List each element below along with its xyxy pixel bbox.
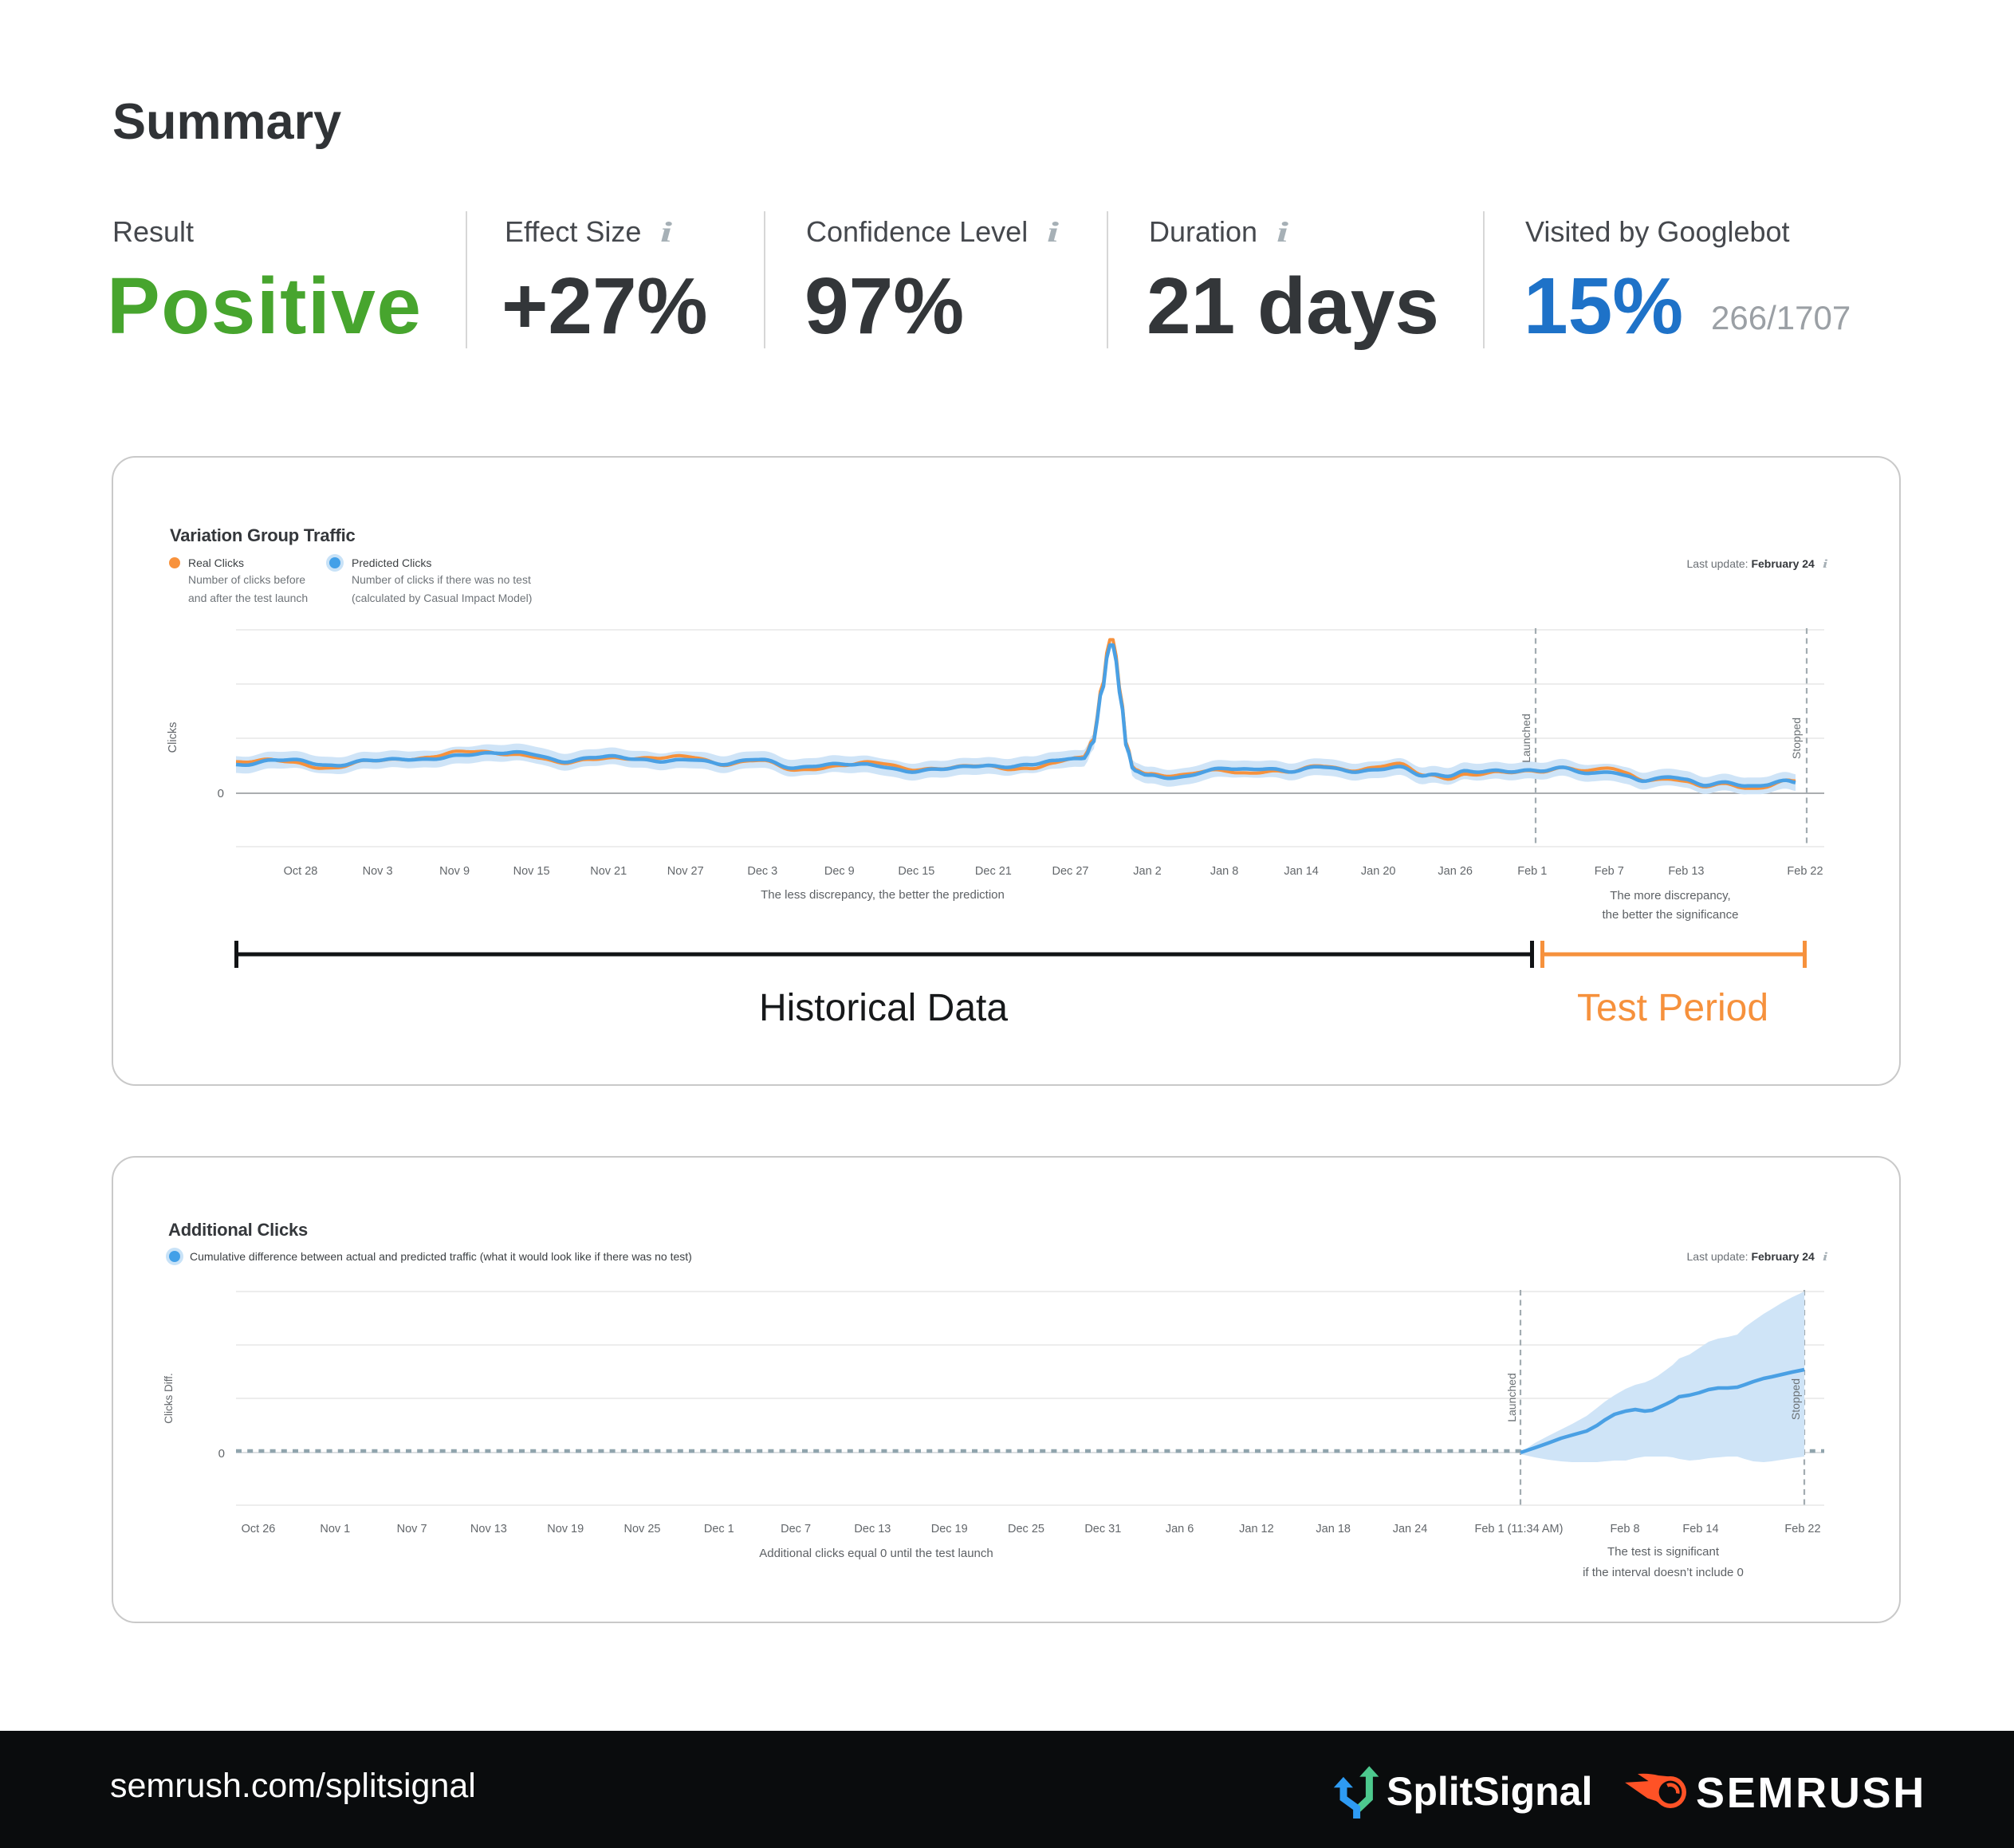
svg-text:Dec 15: Dec 15 [898, 865, 934, 878]
svg-text:Feb 7: Feb 7 [1595, 865, 1624, 878]
svg-text:Nov 7: Nov 7 [397, 1523, 427, 1535]
svg-text:Dec 21: Dec 21 [975, 865, 1012, 878]
svg-text:Stopped: Stopped [1790, 718, 1803, 759]
svg-text:Nov 1: Nov 1 [320, 1523, 350, 1535]
svg-text:Dec 7: Dec 7 [781, 1523, 811, 1535]
svg-text:Dec 13: Dec 13 [854, 1523, 891, 1535]
svg-text:Dec 25: Dec 25 [1008, 1523, 1044, 1535]
svg-text:Feb 13: Feb 13 [1668, 865, 1704, 878]
svg-text:Clicks Diff.: Clicks Diff. [163, 1373, 175, 1424]
svg-text:Additional clicks equal 0 unti: Additional clicks equal 0 until the test… [759, 1547, 993, 1560]
svg-text:Dec 31: Dec 31 [1084, 1523, 1121, 1535]
svg-text:The more discrepancy,: The more discrepancy, [1610, 889, 1730, 902]
svg-text:The test is significant: The test is significant [1607, 1545, 1720, 1559]
svg-text:Oct 26: Oct 26 [242, 1523, 276, 1535]
svg-text:Feb 1 (11:34 AM): Feb 1 (11:34 AM) [1475, 1523, 1564, 1535]
svg-text:Stopped: Stopped [1789, 1378, 1802, 1420]
svg-text:Dec 9: Dec 9 [824, 865, 855, 878]
svg-text:Feb 1: Feb 1 [1517, 865, 1547, 878]
svg-text:Dec 27: Dec 27 [1052, 865, 1089, 878]
svg-text:Nov 27: Nov 27 [667, 865, 704, 878]
svg-text:Clicks: Clicks [167, 722, 179, 753]
svg-text:0: 0 [218, 787, 224, 800]
svg-text:Jan 20: Jan 20 [1361, 865, 1396, 878]
svg-text:Dec 3: Dec 3 [747, 865, 777, 878]
svg-text:Jan 24: Jan 24 [1393, 1523, 1428, 1535]
svg-text:Oct 28: Oct 28 [284, 865, 318, 878]
svg-text:Nov 9: Nov 9 [439, 865, 470, 878]
svg-text:Jan 26: Jan 26 [1438, 865, 1473, 878]
svg-text:Nov 25: Nov 25 [624, 1523, 661, 1535]
svg-text:Feb 8: Feb 8 [1610, 1523, 1639, 1535]
svg-text:Dec 1: Dec 1 [704, 1523, 734, 1535]
svg-text:Jan 18: Jan 18 [1316, 1523, 1351, 1535]
svg-text:the better the significance: the better the significance [1603, 908, 1739, 922]
svg-text:Jan 8: Jan 8 [1210, 865, 1238, 878]
svg-text:Launched: Launched [1520, 714, 1532, 763]
svg-text:0: 0 [218, 1447, 225, 1461]
svg-text:Feb 22: Feb 22 [1787, 865, 1823, 878]
svg-text:Jan 2: Jan 2 [1133, 865, 1161, 878]
svg-text:Jan 12: Jan 12 [1239, 1523, 1274, 1535]
svg-text:Test Period: Test Period [1577, 987, 1768, 1029]
svg-text:Nov 15: Nov 15 [513, 865, 550, 878]
svg-text:if the interval doesn’t includ: if the interval doesn’t include 0 [1583, 1566, 1744, 1579]
svg-text:Feb 14: Feb 14 [1682, 1523, 1718, 1535]
svg-text:Dec 19: Dec 19 [931, 1523, 968, 1535]
svg-text:Feb 22: Feb 22 [1784, 1523, 1820, 1535]
svg-text:The less discrepancy, the bett: The less discrepancy, the better the pre… [761, 888, 1005, 902]
svg-text:Launched: Launched [1505, 1373, 1518, 1422]
svg-text:Nov 21: Nov 21 [590, 865, 627, 878]
svg-text:Nov 19: Nov 19 [547, 1523, 584, 1535]
svg-text:Jan 6: Jan 6 [1166, 1523, 1194, 1535]
svg-text:Historical Data: Historical Data [759, 987, 1008, 1029]
svg-text:Nov 13: Nov 13 [470, 1523, 507, 1535]
svg-text:Jan 14: Jan 14 [1284, 865, 1319, 878]
svg-text:Nov 3: Nov 3 [363, 865, 393, 878]
